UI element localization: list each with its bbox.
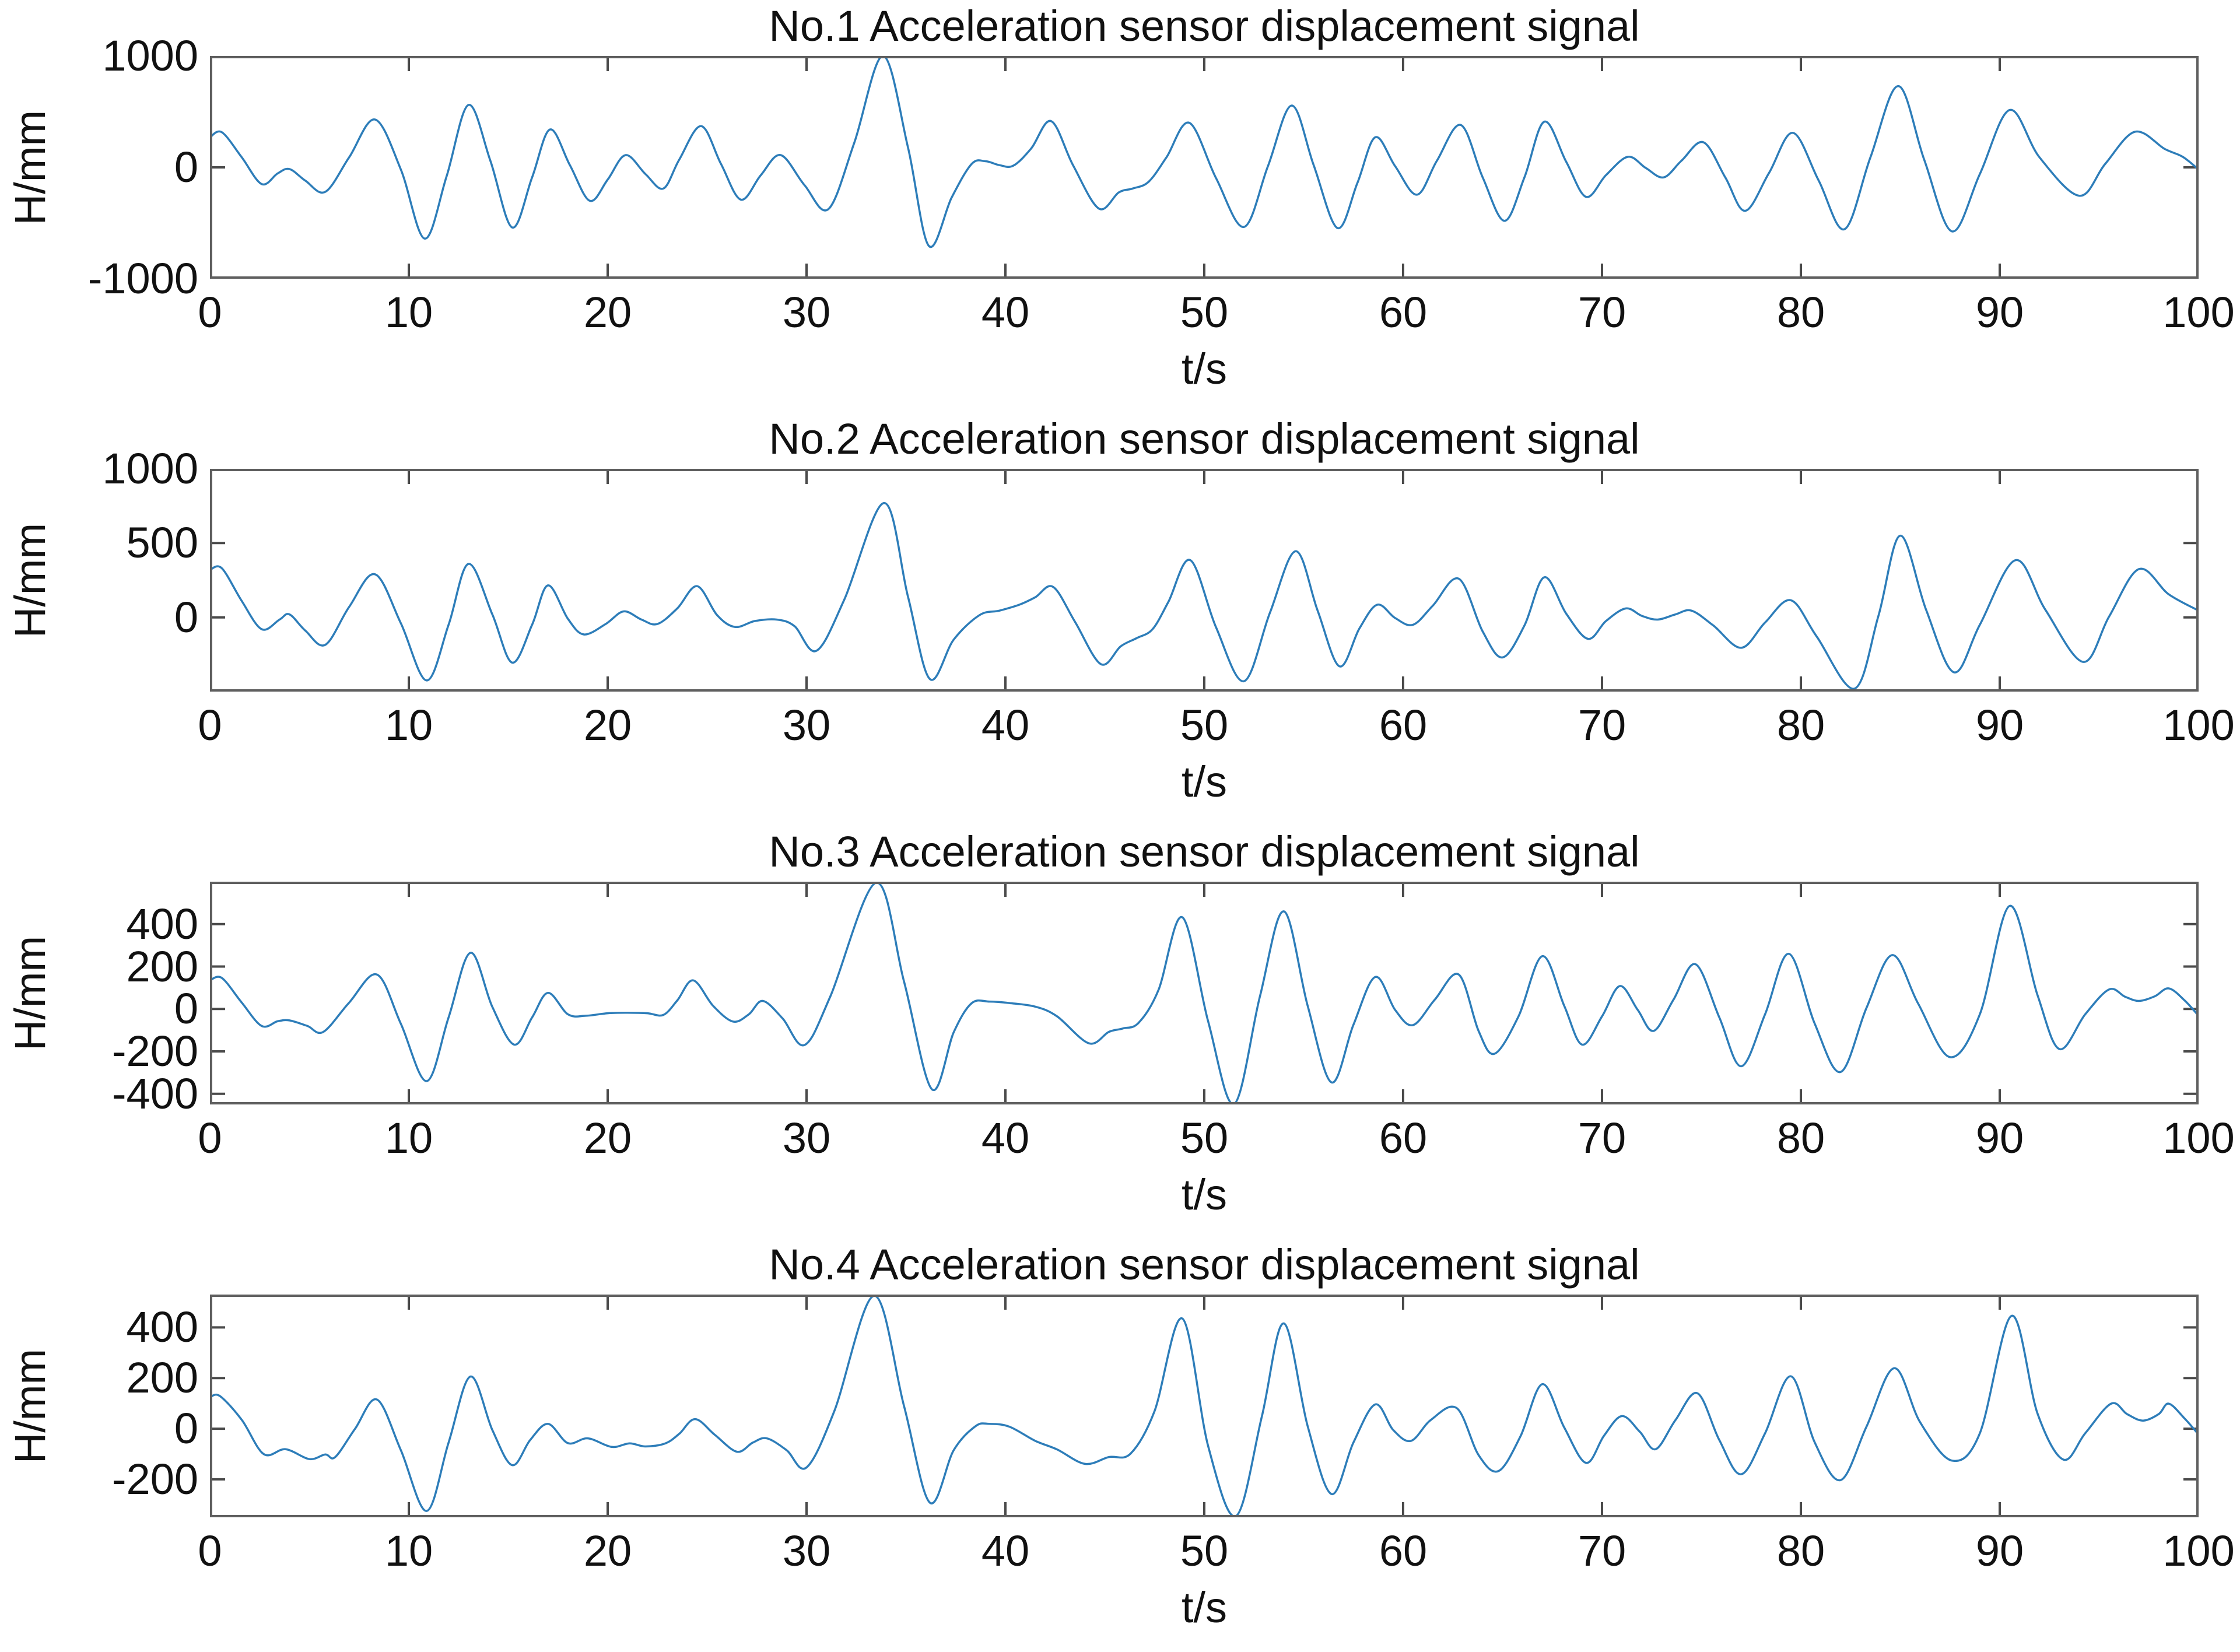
axes-box [210,882,2199,1104]
subplot-1-canvas [210,56,2199,279]
y-tick-label: 0 [174,592,198,641]
y-tick-label: 200 [126,1353,198,1402]
y-tick-label: -1000 [87,254,198,303]
y-tick-label: -200 [111,1454,198,1503]
x-tick-label: 50 [1180,1527,1229,1575]
x-tick-label: 70 [1578,1114,1626,1162]
x-tick-label: 100 [2162,1114,2235,1162]
x-tick-label: 100 [2162,1527,2235,1575]
x-tick-label: 40 [981,701,1030,749]
x-tick-label: 10 [384,701,433,749]
x-tick-label: 40 [981,1527,1030,1575]
axes-box [210,56,2199,279]
x-tick-label: 20 [583,1114,632,1162]
x-tick-label: 20 [583,701,632,749]
x-tick-label: 10 [384,288,433,336]
subplot-3-title: No.3 Acceleration sensor displacement si… [769,827,1640,876]
x-tick-label: 20 [583,1527,632,1575]
x-tick-label: 90 [1975,701,2024,749]
x-tick-label: 70 [1578,288,1626,336]
y-tick-label: 0 [174,984,198,1033]
y-tick-label: 0 [174,1404,198,1453]
x-tick-label: 30 [782,288,831,336]
subplot-1-x-axis-label: t/s [1181,345,1228,393]
x-tick-label: 100 [2162,288,2235,336]
x-tick-label: 80 [1776,288,1825,336]
x-tick-label: 0 [198,1527,222,1575]
signal-line [210,501,2199,690]
x-tick-label: 30 [782,1527,831,1575]
x-tick-label: 0 [198,288,222,336]
signal-line [210,882,2199,1104]
y-tick-label: 400 [126,899,198,948]
x-tick-label: 10 [384,1114,433,1162]
y-tick-label: 500 [126,518,198,567]
x-tick-label: 0 [198,1114,222,1162]
axes-box [210,1295,2199,1517]
x-tick-label: 60 [1379,288,1428,336]
subplot-2-title: No.2 Acceleration sensor displacement si… [769,415,1640,463]
subplot-2-y-axis-label: H/mm [6,522,55,638]
x-tick-label: 20 [583,288,632,336]
x-tick-label: 50 [1180,701,1229,749]
y-tick-label: -200 [111,1027,198,1076]
x-tick-label: 60 [1379,1527,1428,1575]
subplot-4-canvas [210,1295,2199,1517]
subplot-2-x-axis-label: t/s [1181,757,1228,806]
x-tick-label: 80 [1776,701,1825,749]
x-tick-label: 100 [2162,701,2235,749]
x-tick-label: 30 [782,1114,831,1162]
subplot-2: No.2 Acceleration sensor displacement si… [0,413,2240,826]
axes-box [210,469,2199,692]
x-tick-label: 30 [782,701,831,749]
subplot-3-plot-area [210,882,2199,1104]
signal-line [210,56,2199,248]
x-tick-label: 40 [981,288,1030,336]
subplot-3: No.3 Acceleration sensor displacement si… [0,826,2240,1239]
subplot-4-title: No.4 Acceleration sensor displacement si… [769,1240,1640,1289]
subplot-1-title: No.1 Acceleration sensor displacement si… [769,2,1640,50]
subplot-1-plot-area [210,56,2199,279]
x-tick-label: 50 [1180,288,1229,336]
subplot-4-plot-area [210,1295,2199,1517]
subplot-2-plot-area [210,469,2199,692]
x-tick-label: 90 [1975,288,2024,336]
y-tick-label: -400 [111,1069,198,1118]
y-tick-label: 200 [126,942,198,991]
subplot-2-canvas [210,469,2199,692]
x-tick-label: 70 [1578,701,1626,749]
y-tick-label: 1000 [102,444,198,493]
subplot-1: No.1 Acceleration sensor displacement si… [0,0,2240,413]
x-tick-label: 10 [384,1527,433,1575]
x-tick-label: 50 [1180,1114,1229,1162]
subplot-4: No.4 Acceleration sensor displacement si… [0,1239,2240,1651]
subplot-3-canvas [210,882,2199,1104]
x-tick-label: 70 [1578,1527,1626,1575]
y-tick-label: 1000 [102,31,198,80]
subplot-4-x-axis-label: t/s [1181,1583,1228,1632]
x-tick-label: 80 [1776,1527,1825,1575]
x-tick-label: 0 [198,701,222,749]
x-tick-label: 80 [1776,1114,1825,1162]
x-tick-label: 90 [1975,1527,2024,1575]
x-tick-label: 90 [1975,1114,2024,1162]
y-tick-label: 0 [174,143,198,191]
x-tick-label: 60 [1379,701,1428,749]
x-tick-label: 60 [1379,1114,1428,1162]
subplot-3-x-axis-label: t/s [1181,1170,1228,1219]
y-tick-label: 400 [126,1303,198,1352]
signal-line [210,1295,2199,1517]
x-tick-label: 40 [981,1114,1030,1162]
